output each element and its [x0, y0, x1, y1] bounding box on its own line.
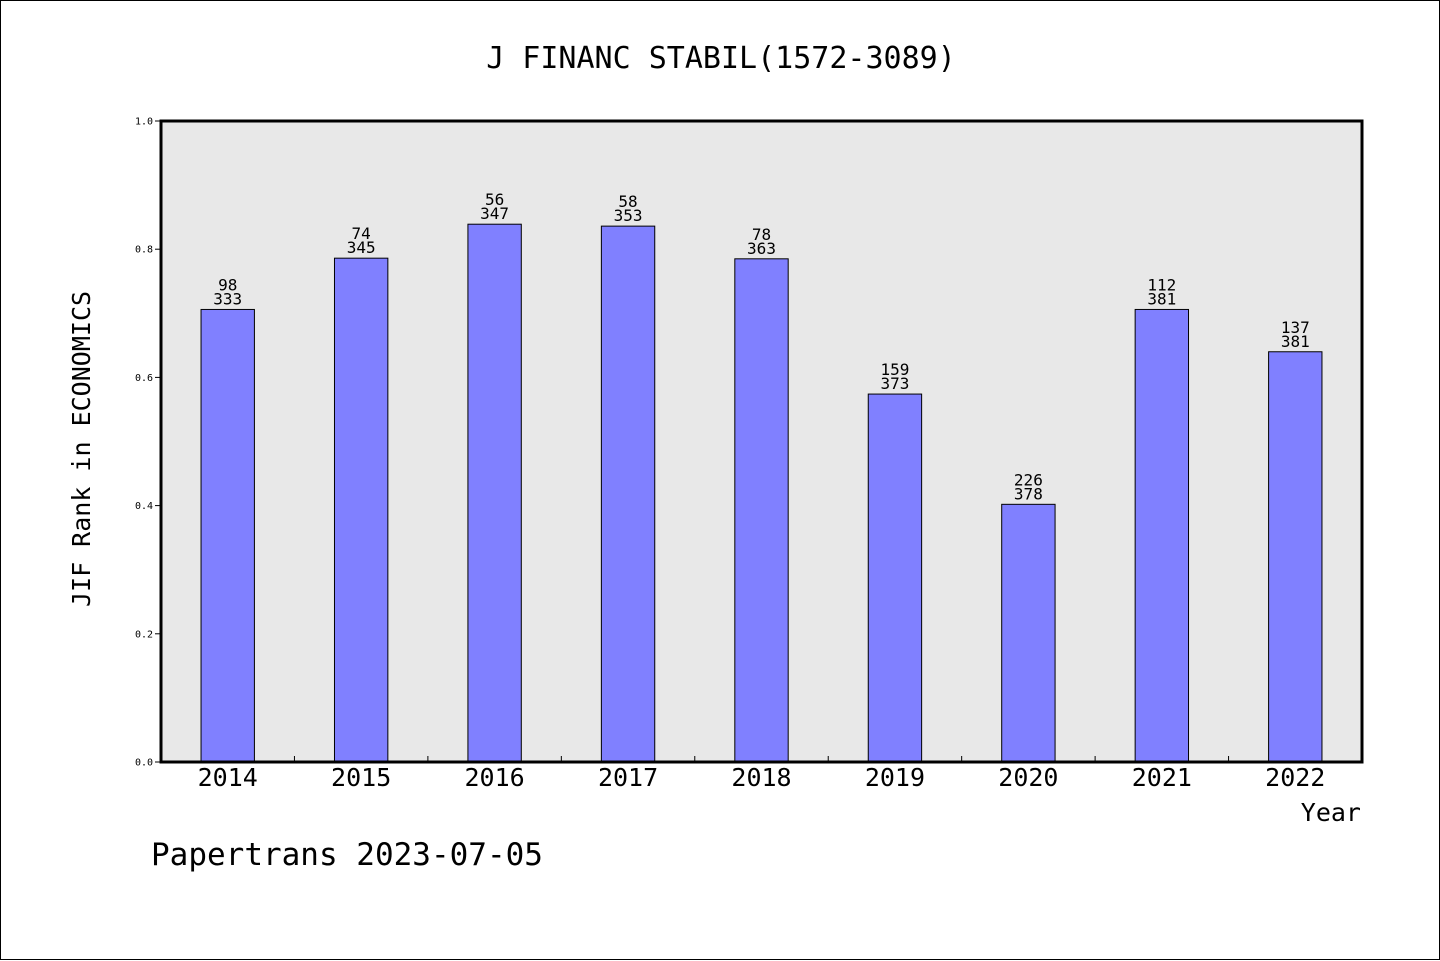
data-label-total-2015: 345	[347, 238, 376, 257]
bars-group	[200, 223, 1323, 763]
data-label-rank-2019: 159	[880, 360, 909, 379]
data-label-total-2016: 347	[480, 204, 509, 223]
bar-2021	[1134, 308, 1190, 763]
x-tick-label-2021: 2021	[1132, 763, 1192, 792]
plot-frame	[159, 119, 1364, 764]
x-tick-label-2019: 2019	[865, 763, 925, 792]
x-tick-label-2017: 2017	[598, 763, 658, 792]
bar-2018	[734, 258, 789, 763]
y-tick-label: 0.0	[135, 758, 153, 769]
bar-2022	[1268, 351, 1323, 763]
bar-2014	[200, 308, 255, 763]
data-label-total-2014: 333	[213, 289, 242, 308]
y-axis-ticks: 0.0 0.2 0.4 0.6 0.8 1.0	[135, 117, 161, 769]
data-label-rank-2014: 98	[218, 275, 237, 294]
y-tick-label: 0.4	[135, 501, 153, 512]
x-tick-label-2018: 2018	[731, 763, 791, 792]
footer-text: Papertrans 2023-07-05	[151, 837, 543, 873]
data-label-total-2020: 378	[1014, 484, 1043, 503]
x-tick-label-2015: 2015	[331, 763, 391, 792]
data-label-total-2017: 353	[614, 206, 643, 225]
bar-2020	[1001, 503, 1056, 763]
bar-2015	[333, 257, 389, 763]
bar-2016	[467, 223, 522, 763]
bar-2017	[600, 225, 656, 763]
y-axis-label: JIF Rank in ECONOMICS	[67, 291, 96, 607]
y-tick-label: 1.0	[135, 117, 153, 128]
data-label-rank-2018: 78	[752, 225, 771, 244]
y-tick-label: 0.2	[135, 629, 153, 640]
bar-2019	[867, 393, 923, 763]
y-tick-label: 0.6	[135, 373, 153, 384]
data-label-rank-2016: 56	[485, 190, 504, 209]
data-label-rank-2017: 58	[618, 192, 637, 211]
x-tick-label-2014: 2014	[198, 763, 258, 792]
data-label-total-2021: 381	[1147, 289, 1176, 308]
data-label-rank-2021: 112	[1147, 275, 1176, 294]
data-label-rank-2020: 226	[1014, 470, 1043, 489]
data-label-total-2018: 363	[747, 239, 776, 258]
data-label-total-2022: 381	[1281, 332, 1310, 351]
chart-title: J FINANC STABIL(1572-3089)	[486, 41, 956, 76]
y-tick-label: 0.8	[135, 245, 153, 256]
x-tick-label-2020: 2020	[998, 763, 1058, 792]
data-label-rank-2015: 74	[352, 224, 371, 243]
data-label-rank-2022: 137	[1281, 318, 1310, 337]
x-axis-ticks: 2014 2015 2016 2017 2018 2019 2020 2021 2022	[198, 756, 1325, 792]
x-tick-label-2016: 2016	[465, 763, 525, 792]
x-axis-label: Year	[1301, 798, 1361, 827]
data-label-total-2019: 373	[880, 374, 909, 393]
x-tick-label-2022: 2022	[1265, 763, 1325, 792]
